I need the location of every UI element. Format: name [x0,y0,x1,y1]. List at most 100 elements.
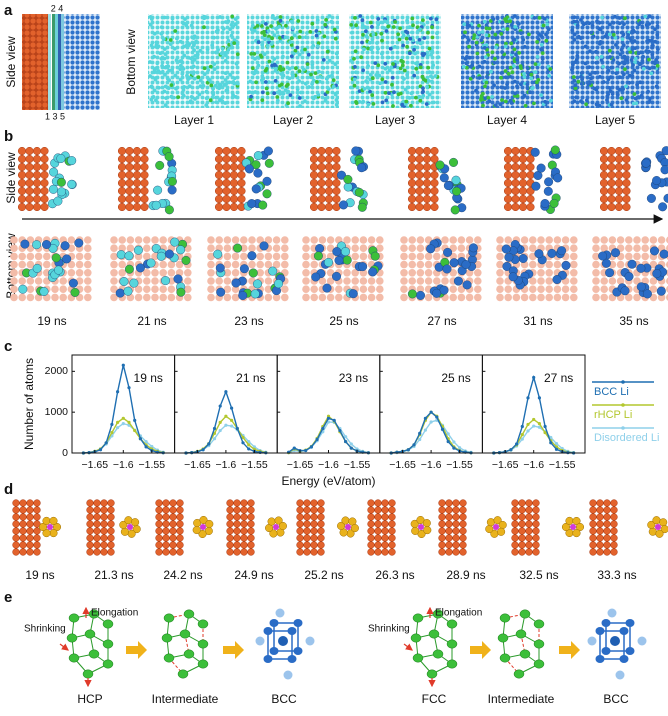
li-substrate-bottom [223,269,232,277]
atom [219,75,224,80]
li-substrate-bottom [310,285,319,294]
atom [309,72,313,77]
li-substrate-bottom [457,293,466,302]
atom [174,58,179,63]
li-atom [540,198,550,208]
li-substrate [19,520,27,528]
li-substrate [332,154,341,164]
atom [429,16,433,21]
cluster-center [570,524,576,530]
li-substrate [107,513,115,521]
li-substrate [367,520,375,528]
atom [605,98,609,102]
time-label: 24.2 ns [163,568,202,582]
li-substrate [518,541,526,549]
li-substrate-bottom [231,260,240,269]
li-substrate [518,154,528,164]
atom [640,58,645,63]
series-marker [344,435,348,439]
atom [387,68,392,73]
atom [412,73,417,78]
atom [653,39,658,44]
atom [594,87,599,92]
li-substrate [610,541,618,549]
li-atom-bottom [62,254,72,264]
atom [160,64,165,68]
li-substrate [32,146,42,156]
atom [464,61,469,66]
li-substrate-bottom [625,252,633,261]
li-substrate [140,154,149,164]
atom [195,52,200,57]
atom [256,63,261,68]
li-substrate-bottom [281,236,289,244]
atom [278,18,283,23]
atom [631,101,636,106]
atom [436,55,441,60]
layer-strip [55,14,58,110]
li-atom [247,199,257,209]
bcc-outer [255,636,265,646]
atom [223,59,228,63]
atom [435,31,439,36]
li-atom-bottom [502,261,512,271]
atom [525,82,530,87]
series-marker [338,428,342,433]
atom [189,95,194,99]
atom [382,26,386,30]
li-substrate [317,202,326,212]
series-line [185,389,266,454]
atom [182,53,187,58]
li-substrate [296,499,304,507]
li-substrate [596,534,604,542]
li-substrate [155,541,163,549]
li-substrate-bottom [310,293,319,302]
atom [466,38,471,42]
time-label: 28.9 ns [446,568,485,582]
atom [213,83,218,88]
bcc-cube-back [605,622,631,652]
li-substrate [445,548,453,556]
li-substrate-bottom [553,293,562,302]
series-marker [349,446,353,450]
li-substrate-bottom [424,252,433,261]
cluster-atom [120,527,129,536]
li-substrate [607,154,616,164]
li-substrate-bottom [359,285,368,294]
atom [575,23,580,28]
atom [297,52,302,57]
li-substrate-bottom [223,293,232,302]
atom [397,37,402,42]
li-substrate [518,506,526,514]
atom [269,24,273,28]
li-substrate-bottom [441,277,449,285]
li-atom [57,187,67,197]
li-substrate [25,146,34,156]
li-substrate [610,520,618,528]
orange-slab [22,14,48,110]
atom [277,83,282,88]
atom [205,47,210,52]
li-substrate [614,186,624,196]
cage-atom [412,653,424,663]
panel-label: d [4,481,13,498]
li-substrate-bottom [649,277,658,285]
atom [187,84,192,89]
li-substrate-bottom [545,260,553,269]
li-substrate [26,534,34,542]
cage-atom [68,653,80,663]
series-marker [446,432,450,436]
series-marker [532,375,536,380]
atom [587,65,591,69]
li-substrate-bottom [529,277,537,285]
li-substrate-bottom [416,244,425,252]
li-substrate [388,506,396,514]
li-substrate [107,534,115,542]
li-substrate-bottom [159,269,167,277]
atom [158,51,163,56]
atom [522,93,527,98]
series-marker [452,440,456,444]
cage-atom [519,609,531,619]
atom [430,25,434,30]
li-substrate-bottom [223,252,232,261]
